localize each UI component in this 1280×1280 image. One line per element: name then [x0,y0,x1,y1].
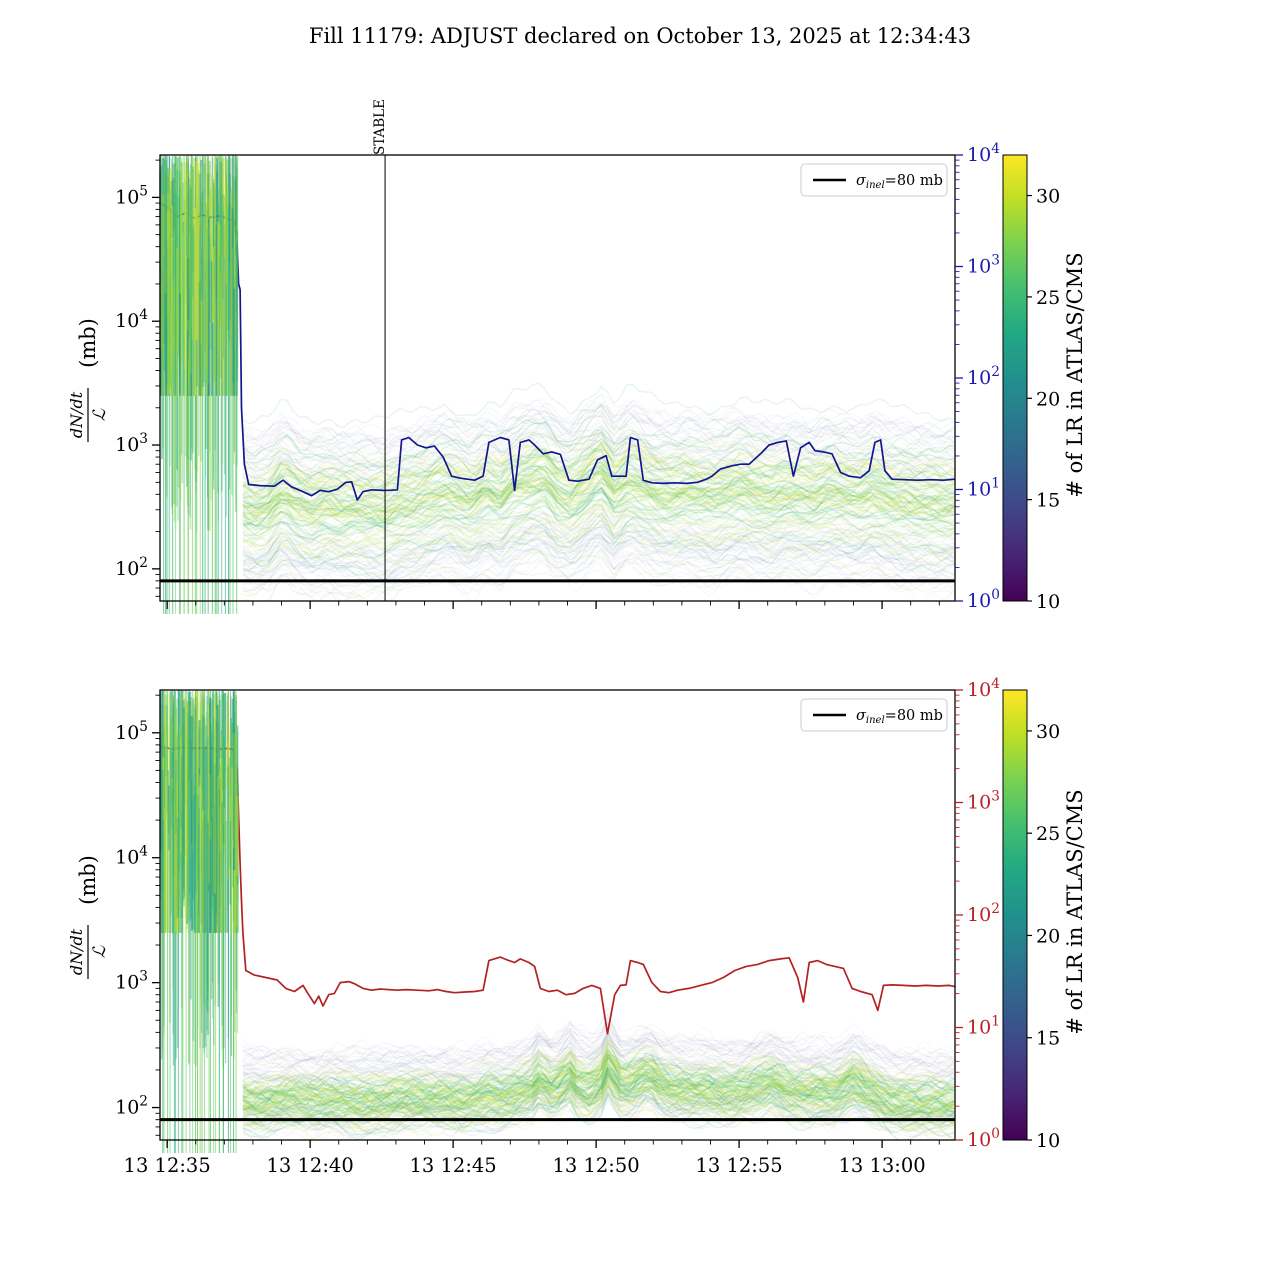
right-y-tick-label: 103 [967,253,1000,278]
x-axis-ticks [166,601,940,609]
main-ratio-line [160,202,955,501]
right-axis-ticks: 100 101 102 103 104 [955,676,1000,1151]
y-axis-label: dN/dt ℒ (mb) [67,855,110,979]
right-y-tick-label: 104 [967,676,1000,701]
x-tick-label: 13 12:45 [410,1154,497,1177]
colorbar-tick-label: 25 [1036,823,1060,845]
colorbar-label-text: # of LR in ATLAS/CMS [1063,789,1087,1034]
colorbar-axis-label: # of LR in ATLAS/CMS [1063,252,1087,497]
right-y-tick-label: 101 [967,476,1000,501]
left-axis-ticks: 102 103 104 105 [115,694,160,1136]
y-label-numerator: dN/dt [67,391,86,438]
right-y-tick-label: 101 [967,1014,1000,1039]
bottom-colorbar: 10 15 20 25 30 # of LR in ATLAS/CMS [1002,689,1087,1152]
right-y-tick-label: 102 [967,901,1000,926]
colorbar-gradient [1002,689,1028,1141]
right-y-tick-label: 103 [967,789,1000,814]
y-tick-label: 105 [115,183,148,208]
legend-box [800,698,948,732]
colorbar-tick-label: 20 [1036,925,1060,947]
right-y-tick-label: 102 [967,364,1000,389]
x-tick-label: 13 12:50 [552,1154,639,1177]
legend-box [800,163,948,197]
main-ratio-line [160,745,955,1035]
colorbar-gradient [1002,154,1028,602]
colorbar-tick-label: 25 [1036,287,1060,309]
colorbar-tick-label: 30 [1036,721,1060,743]
bottom-panel: 102 103 104 105 100 101 102 103 104 σinel=80 mb dN… [67,676,1000,1153]
y-label-unit: (mb) [76,318,100,368]
y-tick-label: 102 [115,1094,148,1119]
x-axis-labels: 13 12:35 13 12:40 13 12:45 13 12:50 13 12:55… [124,1154,926,1177]
colorbar-tick-label: 30 [1036,186,1060,208]
y-label-denominator: ℒ [90,408,110,421]
y-tick-label: 104 [115,307,148,332]
colorbar-label-text: # of LR in ATLAS/CMS [1063,252,1087,497]
legend-label: σinel=80 mb [856,173,943,191]
injection-traces [159,155,239,614]
colorbar-tick-label: 10 [1036,591,1060,613]
y-tick-label: 102 [115,555,148,580]
plot-area [160,202,955,601]
legend: σinel=80 mb [800,163,948,197]
y-tick-label: 104 [115,844,148,869]
right-y-tick-label: 100 [967,1126,1000,1151]
top-panel: STABLE 102 103 104 105 100 101 102 103 104 σinel=8… [67,99,1000,614]
colorbar-tick-label: 15 [1036,490,1060,512]
stable-label: STABLE [372,99,388,155]
x-tick-label: 13 12:55 [695,1154,782,1177]
plot-area [160,745,955,1140]
colorbar-tick-label: 10 [1036,1130,1060,1152]
lr-ensemble [242,382,955,601]
x-tick-label: 13 13:00 [838,1154,925,1177]
legend-label: σinel=80 mb [856,708,943,726]
lr-ensemble [242,1006,955,1140]
x-tick-label: 13 12:35 [124,1154,211,1177]
right-y-tick-label: 100 [967,587,1000,612]
x-tick-label: 13 12:40 [267,1154,354,1177]
figure-title: Fill 11179: ADJUST declared on October 1… [308,24,972,48]
y-label-unit: (mb) [76,855,100,905]
y-tick-label: 103 [115,969,148,994]
colorbar-tick-label: 15 [1036,1028,1060,1050]
right-y-tick-label: 104 [967,141,1000,166]
y-tick-label: 103 [115,431,148,456]
y-label-numerator: dN/dt [67,928,86,975]
right-axis-ticks: 100 101 102 103 104 [955,141,1000,612]
y-axis-label: dN/dt ℒ (mb) [67,318,110,442]
left-axis-ticks: 102 103 104 105 [115,159,160,597]
injection-traces [159,690,239,1153]
y-tick-label: 105 [115,719,148,744]
top-colorbar: 10 15 20 25 30 # of LR in ATLAS/CMS [1002,154,1087,613]
colorbar-axis-label: # of LR in ATLAS/CMS [1063,789,1087,1034]
colorbar-tick-label: 20 [1036,388,1060,410]
legend: σinel=80 mb [800,698,948,732]
y-label-denominator: ℒ [90,945,110,958]
x-axis-ticks [166,1140,940,1148]
